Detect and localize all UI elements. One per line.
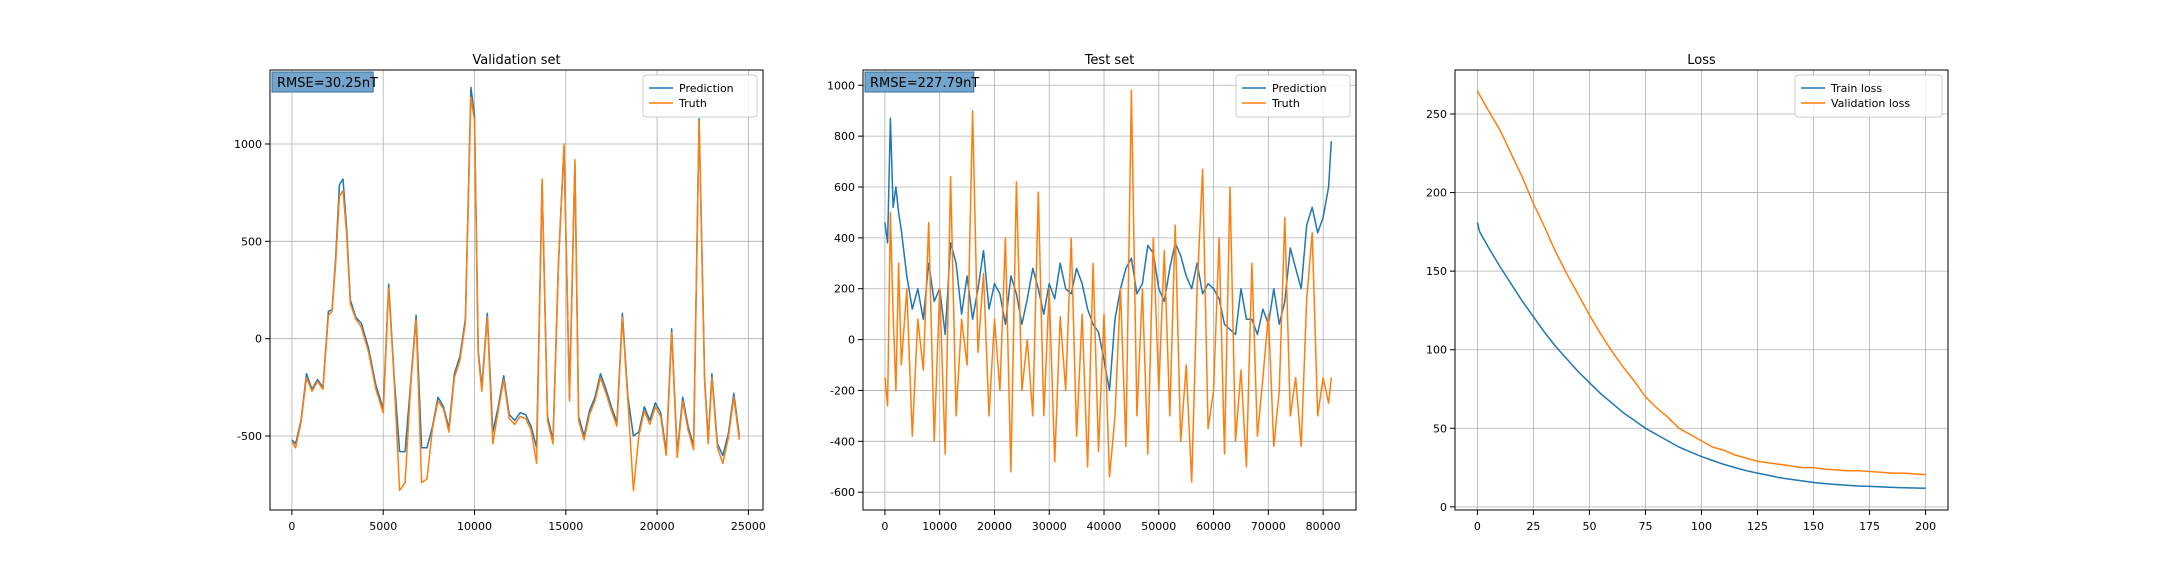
test-y-tick-label: 1000: [827, 79, 855, 92]
loss-series-train-loss-line: [1476, 222, 1926, 490]
loss-x-tick-label: 100: [1691, 520, 1712, 533]
loss-y-tick-label: 100: [1426, 344, 1447, 357]
test-y-tick-label: 200: [834, 283, 855, 296]
loss-x-tick-label: 0: [1474, 520, 1481, 533]
validation-legend-label: Prediction: [679, 82, 734, 95]
validation-x-tick-label: 0: [288, 520, 295, 533]
test-y-tick-label: 600: [834, 181, 855, 194]
test-x-tick-label: 0: [881, 520, 888, 533]
test-series-truth-line: [884, 89, 1333, 483]
test-rmse-annotation: RMSE=227.79nT: [870, 76, 979, 91]
loss-chart: 0 25 50 75 100 125 150 175 200 0 50 100 150 200 250 Los…: [1426, 53, 1949, 533]
loss-title: Loss: [1687, 53, 1716, 68]
validation-y-tick-label: -500: [237, 430, 262, 443]
loss-legend-label: Train loss: [1830, 82, 1882, 95]
test-x-tick-label: 50000: [1141, 520, 1176, 533]
loss-x-tick-label: 25: [1526, 520, 1540, 533]
test-x-tick-label: 70000: [1251, 520, 1286, 533]
loss-y-tick-label: 50: [1433, 422, 1447, 435]
test-y-tick-label: -200: [830, 384, 855, 397]
loss-series-validation-loss-line: [1476, 90, 1926, 476]
validation-axes-frame: [269, 69, 764, 511]
test-x-tick-label: 40000: [1087, 520, 1122, 533]
test-axes-frame: [862, 69, 1357, 511]
loss-x-tick-label: 175: [1859, 520, 1880, 533]
validation-rmse-annotation: RMSE=30.25nT: [277, 76, 378, 91]
validation-y-tick-label: 500: [241, 235, 262, 248]
test-series-prediction-line: [884, 117, 1333, 392]
test-rmse-box: [864, 71, 975, 93]
validation-x-tick-label: 20000: [640, 520, 675, 533]
validation-legend: [642, 74, 758, 118]
loss-legend-label: Validation loss: [1831, 97, 1910, 110]
loss-y-tick-label: 200: [1426, 187, 1447, 200]
test-y-tick-label: -600: [830, 486, 855, 499]
test-x-tick-label: 80000: [1306, 520, 1341, 533]
test-legend: [1235, 74, 1351, 118]
loss-y-tick-label: 250: [1426, 108, 1447, 121]
validation-x-tick-label: 25000: [731, 520, 766, 533]
test-x-tick-label: 10000: [922, 520, 957, 533]
validation-series-truth-line: [291, 96, 741, 492]
validation-plot-area: [270, 70, 763, 510]
loss-x-tick-label: 150: [1803, 520, 1824, 533]
validation-y-tick-label: 1000: [234, 138, 262, 151]
validation-rmse-box: [271, 71, 374, 93]
test-x-tick-label: 30000: [1032, 520, 1067, 533]
validation-x-tick-label: 15000: [548, 520, 583, 533]
test-chart: 0 10000 20000 30000 40000 50000 60000 70000 8000…: [827, 53, 1357, 533]
loss-y-tick-label: 150: [1426, 265, 1447, 278]
loss-x-tick-label: 125: [1747, 520, 1768, 533]
loss-x-tick-label: 200: [1915, 520, 1936, 533]
validation-y-tick-label: 0: [255, 333, 262, 346]
test-x-tick-label: 60000: [1196, 520, 1231, 533]
loss-x-tick-label: 75: [1638, 520, 1652, 533]
test-x-tick-label: 20000: [977, 520, 1012, 533]
validation-x-tick-label: 10000: [457, 520, 492, 533]
validation-legend-label: Truth: [678, 97, 707, 110]
test-y-tick-label: 400: [834, 232, 855, 245]
test-y-tick-label: 0: [848, 334, 855, 347]
test-legend-label: Prediction: [1272, 82, 1327, 95]
loss-legend: [1794, 74, 1943, 118]
loss-axes-frame: [1454, 69, 1949, 511]
test-legend-label: Truth: [1271, 97, 1300, 110]
test-y-tick-label: -400: [830, 435, 855, 448]
validation-chart: 0 5000 10000 15000 20000 25000 -500 0 500 1000 Val…: [234, 53, 766, 533]
test-title: Test set: [1084, 53, 1135, 68]
validation-x-tick-label: 5000: [369, 520, 397, 533]
loss-x-tick-label: 50: [1582, 520, 1596, 533]
loss-y-tick-label: 0: [1440, 501, 1447, 514]
test-y-tick-label: 800: [834, 130, 855, 143]
validation-title: Validation set: [472, 53, 560, 68]
